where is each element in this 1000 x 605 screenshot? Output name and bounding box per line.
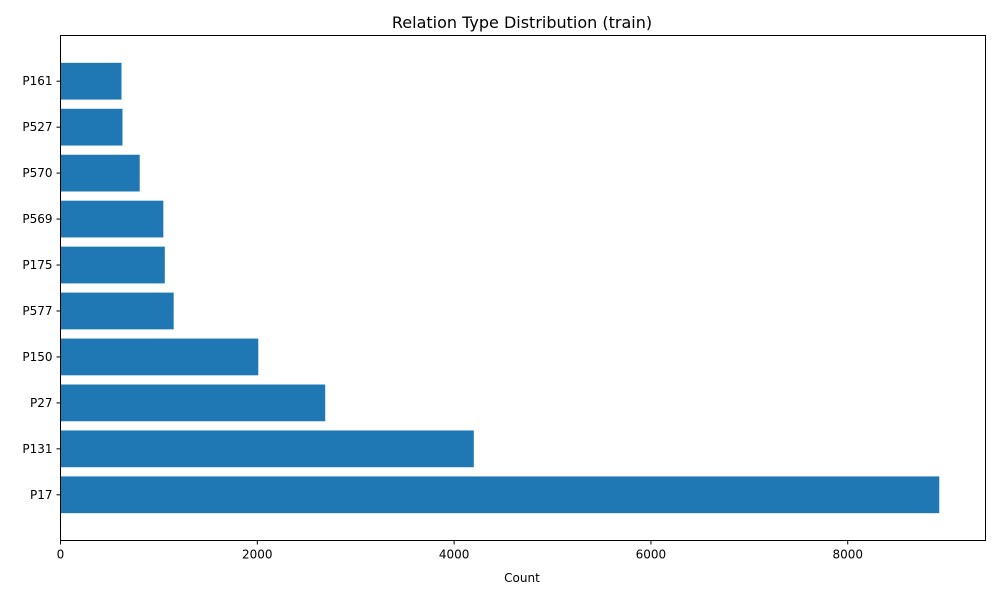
y-tick-label: P175 xyxy=(22,258,52,272)
bar-p150 xyxy=(60,338,259,376)
y-tick-label: P17 xyxy=(30,488,53,502)
y-tick-label: P569 xyxy=(22,212,52,226)
bar-p570 xyxy=(60,154,140,192)
y-tick-label: P161 xyxy=(22,74,52,88)
bar-p577 xyxy=(60,292,174,330)
x-tick-label: 8000 xyxy=(832,548,863,562)
y-tick-label: P570 xyxy=(22,166,52,180)
y-tick-label: P577 xyxy=(22,304,52,318)
y-tick-label: P131 xyxy=(22,442,52,456)
bars-group xyxy=(60,62,940,514)
bar-p131 xyxy=(60,430,474,468)
y-tick-label: P27 xyxy=(30,396,53,410)
bar-p527 xyxy=(60,108,123,146)
y-axis-ticks: P17 P131 P27 P150 P577 P175 P569 P570 P527 P161 xyxy=(22,74,61,502)
x-axis-ticks: 0 2000 4000 6000 8000 xyxy=(57,540,863,562)
x-tick-label: 4000 xyxy=(439,548,470,562)
x-tick-label: 0 xyxy=(57,548,65,562)
x-tick-label: 2000 xyxy=(242,548,273,562)
bar-p569 xyxy=(60,200,164,238)
x-axis-label: Count xyxy=(504,571,540,585)
x-tick-label: 6000 xyxy=(636,548,667,562)
bar-p161 xyxy=(60,62,122,100)
bar-p175 xyxy=(60,246,165,284)
chart-title: Relation Type Distribution (train) xyxy=(392,13,652,32)
y-tick-label: P527 xyxy=(22,120,52,134)
bar-p17 xyxy=(60,476,940,514)
bar-p27 xyxy=(60,384,326,422)
y-tick-label: P150 xyxy=(22,350,52,364)
plot-frame xyxy=(60,35,986,541)
